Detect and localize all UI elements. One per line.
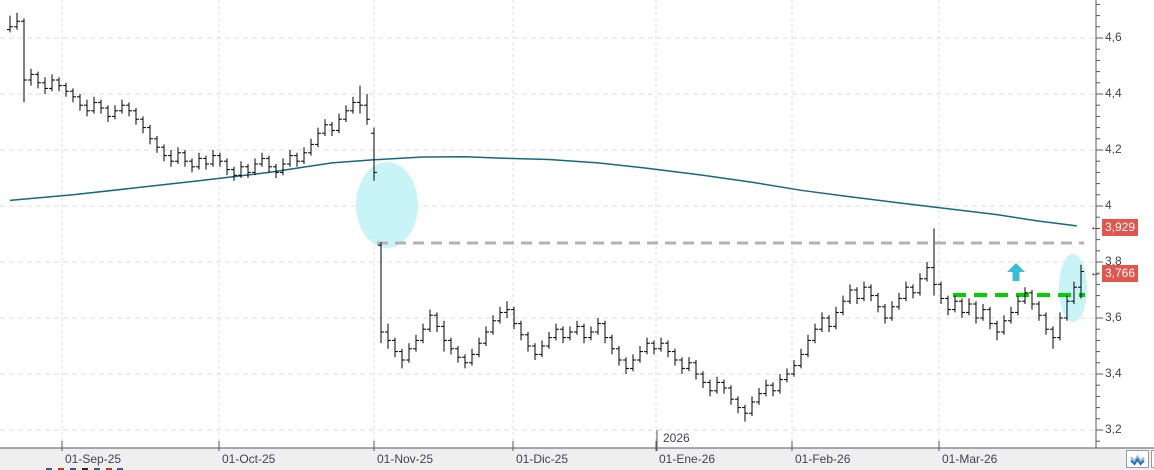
y-axis-label: 3,6: [1105, 310, 1122, 324]
x-axis-label: 01-Nov-25: [377, 452, 434, 466]
highlight-ellipse: [1059, 254, 1087, 322]
bottom-edge-artifact: [58, 468, 64, 470]
y-axis-label: 4: [1105, 198, 1112, 212]
moving-average-line: [9, 155, 1077, 227]
x-axis-label: 01-Feb-26: [795, 452, 851, 466]
last-close-tag: 3,766: [1102, 265, 1138, 282]
up-arrow-annotation: [1007, 263, 1025, 281]
highlight-ellipse: [356, 162, 418, 248]
x-axis-label: 01-Dic-25: [516, 452, 569, 466]
y-axis-label: 4,2: [1105, 142, 1122, 156]
partial-toolbar-button[interactable]: [1151, 450, 1154, 468]
x-axis-label: 01-Mar-26: [942, 452, 998, 466]
bottom-edge-artifact: [82, 468, 88, 470]
compress-scale-button[interactable]: [1126, 450, 1149, 468]
y-axis-label: 3,4: [1105, 366, 1122, 380]
y-axis-label: 4,6: [1105, 30, 1122, 44]
tag-pointer-arrow-icon: ←: [1090, 221, 1101, 233]
bottom-edge-artifact: [117, 468, 123, 470]
y-axis-label: 3,2: [1105, 422, 1122, 436]
bottom-edge-artifact: [46, 468, 52, 470]
x-axis-label: 01-Sep-25: [65, 452, 122, 466]
bottom-edge-artifact: [70, 468, 76, 470]
tag-pointer-arrow-icon: ←: [1090, 267, 1101, 279]
x-axis-label: 01-Oct-25: [222, 452, 276, 466]
zigzag-wave-icon: [1130, 454, 1145, 466]
year-boundary-label: 2026: [663, 431, 690, 445]
ma-last-value-tag: 3,929: [1102, 219, 1138, 236]
x-axis-label: 01-Ene-26: [659, 452, 716, 466]
y-axis-label: 3,8: [1105, 254, 1122, 268]
bottom-edge-artifact: [106, 468, 112, 470]
x-axis-strip: [0, 448, 1154, 470]
bottom-edge-artifact: [94, 468, 100, 470]
y-axis-label: 4,4: [1105, 86, 1122, 100]
